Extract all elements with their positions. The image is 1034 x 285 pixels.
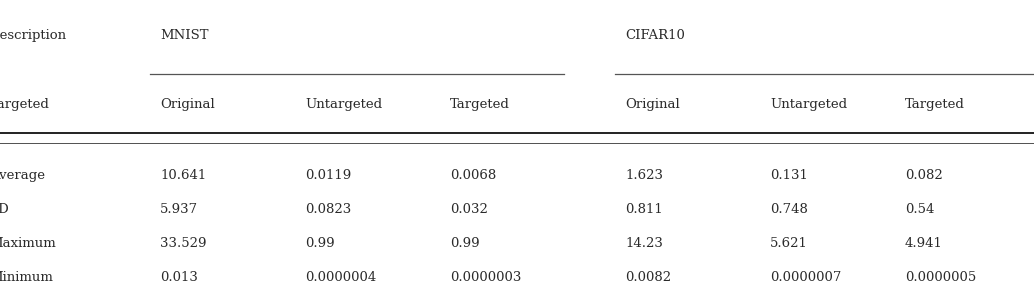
Text: 10.641: 10.641 <box>160 169 207 182</box>
Text: 0.082: 0.082 <box>905 169 943 182</box>
Text: 0.0000005: 0.0000005 <box>905 271 976 284</box>
Text: 0.013: 0.013 <box>160 271 199 284</box>
Text: 1.623: 1.623 <box>626 169 664 182</box>
Text: 0.0119: 0.0119 <box>305 169 352 182</box>
Text: 33.529: 33.529 <box>160 237 207 250</box>
Text: Untargeted: Untargeted <box>770 97 848 111</box>
Text: Description: Description <box>0 29 67 42</box>
Text: 0.0000004: 0.0000004 <box>305 271 376 284</box>
Text: 0.032: 0.032 <box>450 203 488 216</box>
Text: 0.0082: 0.0082 <box>626 271 672 284</box>
Text: Targeted: Targeted <box>0 97 50 111</box>
Text: 14.23: 14.23 <box>626 237 664 250</box>
Text: 0.131: 0.131 <box>770 169 809 182</box>
Text: 0.0068: 0.0068 <box>450 169 496 182</box>
Text: 0.0823: 0.0823 <box>305 203 352 216</box>
Text: 0.54: 0.54 <box>905 203 934 216</box>
Text: 0.0000007: 0.0000007 <box>770 271 842 284</box>
Text: SD: SD <box>0 203 9 216</box>
Text: 0.99: 0.99 <box>450 237 480 250</box>
Text: Minimum: Minimum <box>0 271 54 284</box>
Text: Maximum: Maximum <box>0 237 57 250</box>
Text: Original: Original <box>626 97 680 111</box>
Text: 0.748: 0.748 <box>770 203 809 216</box>
Text: Targeted: Targeted <box>450 97 510 111</box>
Text: Targeted: Targeted <box>905 97 965 111</box>
Text: 0.811: 0.811 <box>626 203 664 216</box>
Text: 0.0000003: 0.0000003 <box>450 271 521 284</box>
Text: 4.941: 4.941 <box>905 237 943 250</box>
Text: 5.621: 5.621 <box>770 237 809 250</box>
Text: 0.99: 0.99 <box>305 237 335 250</box>
Text: Untargeted: Untargeted <box>305 97 383 111</box>
Text: Original: Original <box>160 97 215 111</box>
Text: CIFAR10: CIFAR10 <box>626 29 686 42</box>
Text: Average: Average <box>0 169 44 182</box>
Text: 5.937: 5.937 <box>160 203 199 216</box>
Text: MNIST: MNIST <box>160 29 209 42</box>
